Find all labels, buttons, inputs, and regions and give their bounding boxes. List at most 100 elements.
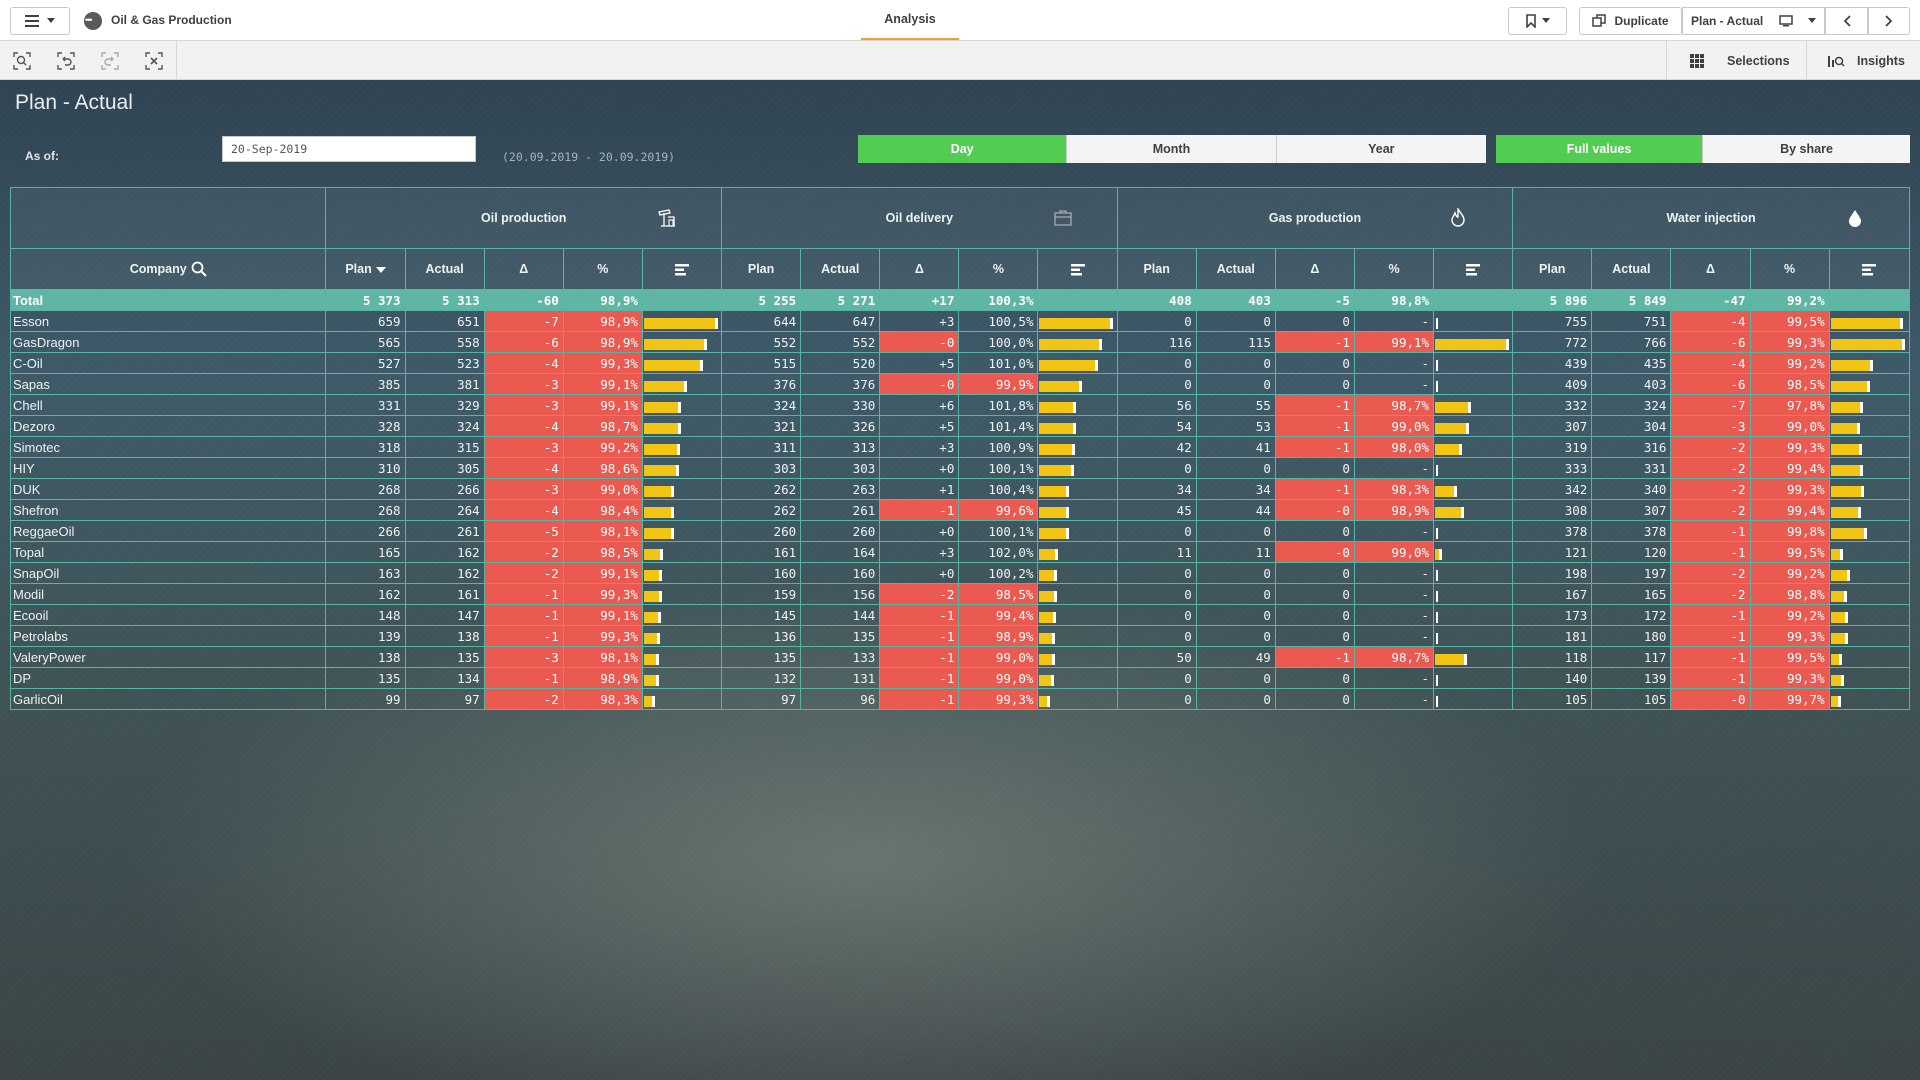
- company-name-cell[interactable]: HIY: [9, 457, 327, 479]
- selections-button[interactable]: Selections: [1666, 41, 1806, 80]
- company-name-cell[interactable]: Chell: [9, 394, 327, 416]
- water-injection-delta-cell: -4: [1670, 352, 1751, 374]
- oil-production-column-header-plan[interactable]: Plan: [325, 248, 406, 290]
- water-injection-delta-cell: -1: [1670, 646, 1751, 668]
- gas-production-plan-cell: 408: [1116, 289, 1197, 311]
- sort-desc-icon[interactable]: [375, 266, 386, 273]
- period-button-month[interactable]: Month: [1067, 135, 1277, 163]
- oil-production-plan-cell: 135: [325, 667, 406, 689]
- company-name-cell[interactable]: DP: [9, 667, 327, 689]
- oil-delivery-column-header-delta[interactable]: Δ: [879, 248, 960, 290]
- company-name-cell[interactable]: C-Oil: [9, 352, 327, 374]
- period-button-year[interactable]: Year: [1276, 135, 1486, 163]
- company-name-cell[interactable]: Sapas: [9, 373, 327, 395]
- tab-analysis[interactable]: Analysis: [861, 0, 959, 40]
- oil-production-bar-cell: [641, 394, 723, 416]
- company-name-cell[interactable]: GarlicOil: [9, 688, 327, 710]
- step-forward-icon[interactable]: [99, 50, 121, 72]
- oil-delivery-plan-cell: 135: [721, 646, 802, 668]
- sheet-selector[interactable]: Plan - Actual: [1682, 7, 1825, 35]
- company-name-cell[interactable]: Topal: [9, 541, 327, 563]
- water-injection-delta-cell: -6: [1670, 373, 1751, 395]
- bookmark-button[interactable]: [1508, 7, 1567, 35]
- water-injection-column-header-delta[interactable]: Δ: [1670, 248, 1751, 290]
- oil-delivery-bar-column-header[interactable]: [1037, 248, 1118, 290]
- insights-button[interactable]: Insights: [1806, 41, 1920, 80]
- water-injection-plan-cell: 167: [1512, 583, 1593, 605]
- water-injection-percent-cell: 99,8%: [1749, 520, 1830, 542]
- date-input[interactable]: [222, 136, 476, 162]
- step-back-icon[interactable]: [55, 50, 77, 72]
- gas-production-column-header-actual[interactable]: Actual: [1195, 248, 1276, 290]
- plan-bar: [1039, 611, 1057, 623]
- company-name-cell[interactable]: Petrolabs: [9, 625, 327, 647]
- company-name-cell[interactable]: Dezoro: [9, 415, 327, 437]
- company-name-cell[interactable]: ReggaeOil: [9, 520, 327, 542]
- oil-delivery-delta-cell: +1: [879, 478, 960, 500]
- search-icon[interactable]: [191, 261, 207, 277]
- oil-delivery-column-header-plan[interactable]: Plan: [721, 248, 802, 290]
- plan-bar: [643, 359, 703, 371]
- duplicate-button[interactable]: Duplicate: [1579, 7, 1682, 35]
- company-name-cell[interactable]: DUK: [9, 478, 327, 500]
- plan-bar: [643, 338, 707, 350]
- water-injection-column-header-percent[interactable]: %: [1749, 248, 1830, 290]
- oil-production-actual-cell: 264: [404, 499, 485, 521]
- next-sheet-button[interactable]: [1868, 7, 1910, 35]
- water-injection-delta-cell: -2: [1670, 478, 1751, 500]
- company-name-cell[interactable]: Shefron: [9, 499, 327, 521]
- water-injection-actual-cell: 5 849: [1591, 289, 1672, 311]
- gas-production-column-header-plan[interactable]: Plan: [1116, 248, 1197, 290]
- water-injection-bar-column-header[interactable]: [1828, 248, 1911, 290]
- bar-chart-icon: [674, 262, 689, 276]
- oil-delivery-percent-cell: 98,9%: [958, 625, 1039, 647]
- mode-button-full-values[interactable]: Full values: [1496, 135, 1703, 163]
- company-name-cell[interactable]: Ecooil: [9, 604, 327, 626]
- oil-delivery-delta-cell: +5: [879, 415, 960, 437]
- smart-search-icon[interactable]: [11, 50, 33, 72]
- clear-selections-icon[interactable]: [143, 50, 165, 72]
- navigation-menu-button[interactable]: [10, 7, 70, 35]
- company-column-header[interactable]: Company: [9, 248, 327, 290]
- oil-production-column-header-delta[interactable]: Δ: [483, 248, 564, 290]
- company-name-cell[interactable]: ValeryPower: [9, 646, 327, 668]
- gas-production-actual-cell: 0: [1195, 604, 1276, 626]
- oil-delivery-column-header-percent[interactable]: %: [958, 248, 1039, 290]
- oil-production-plan-cell: 148: [325, 604, 406, 626]
- oil-delivery-plan-cell: 321: [721, 415, 802, 437]
- plan-bar: [1039, 380, 1083, 392]
- gas-production-column-header-percent[interactable]: %: [1353, 248, 1435, 290]
- column-header-label: Actual: [1216, 262, 1255, 276]
- company-name-cell[interactable]: Esson: [9, 310, 327, 332]
- oil-production-plan-cell: 163: [325, 562, 406, 584]
- company-name-cell[interactable]: Simotec: [9, 436, 327, 458]
- company-name-cell[interactable]: Modil: [9, 583, 327, 605]
- oil-delivery-bar-cell: [1037, 478, 1118, 500]
- oil-production-delta-cell: -2: [483, 562, 564, 584]
- gas-production-column-header-delta[interactable]: Δ: [1274, 248, 1355, 290]
- oil-delivery-column-header-actual[interactable]: Actual: [800, 248, 881, 290]
- company-name-cell[interactable]: GasDragon: [9, 331, 327, 353]
- water-injection-column-header-plan[interactable]: Plan: [1512, 248, 1593, 290]
- previous-sheet-button[interactable]: [1825, 7, 1868, 35]
- period-button-day[interactable]: Day: [858, 135, 1068, 163]
- oil-production-bar-column-header[interactable]: [641, 248, 723, 290]
- mode-button-by-share[interactable]: By share: [1703, 135, 1910, 163]
- water-injection-delta-cell: -6: [1670, 331, 1751, 353]
- oil-production-column-header-actual[interactable]: Actual: [404, 248, 485, 290]
- plan-bar: [643, 506, 674, 518]
- oil-production-percent-cell: 99,3%: [562, 583, 643, 605]
- water-injection-column-header-actual[interactable]: Actual: [1591, 248, 1672, 290]
- water-injection-actual-cell: 766: [1591, 331, 1672, 353]
- water-injection-percent-cell: 99,5%: [1749, 541, 1830, 563]
- oil-production-column-header-percent[interactable]: %: [562, 248, 643, 290]
- company-name-cell[interactable]: SnapOil: [9, 562, 327, 584]
- water-injection-actual-cell: 378: [1591, 520, 1672, 542]
- water-injection-delta-cell: -2: [1670, 499, 1751, 521]
- water-injection-actual-cell: 197: [1591, 562, 1672, 584]
- oil-delivery-actual-cell: 96: [800, 688, 881, 710]
- gas-production-bar-column-header[interactable]: [1433, 248, 1514, 290]
- water-injection-actual-cell: 117: [1591, 646, 1672, 668]
- plan-bar: [1039, 695, 1051, 707]
- water-injection-actual-cell: 324: [1591, 394, 1672, 416]
